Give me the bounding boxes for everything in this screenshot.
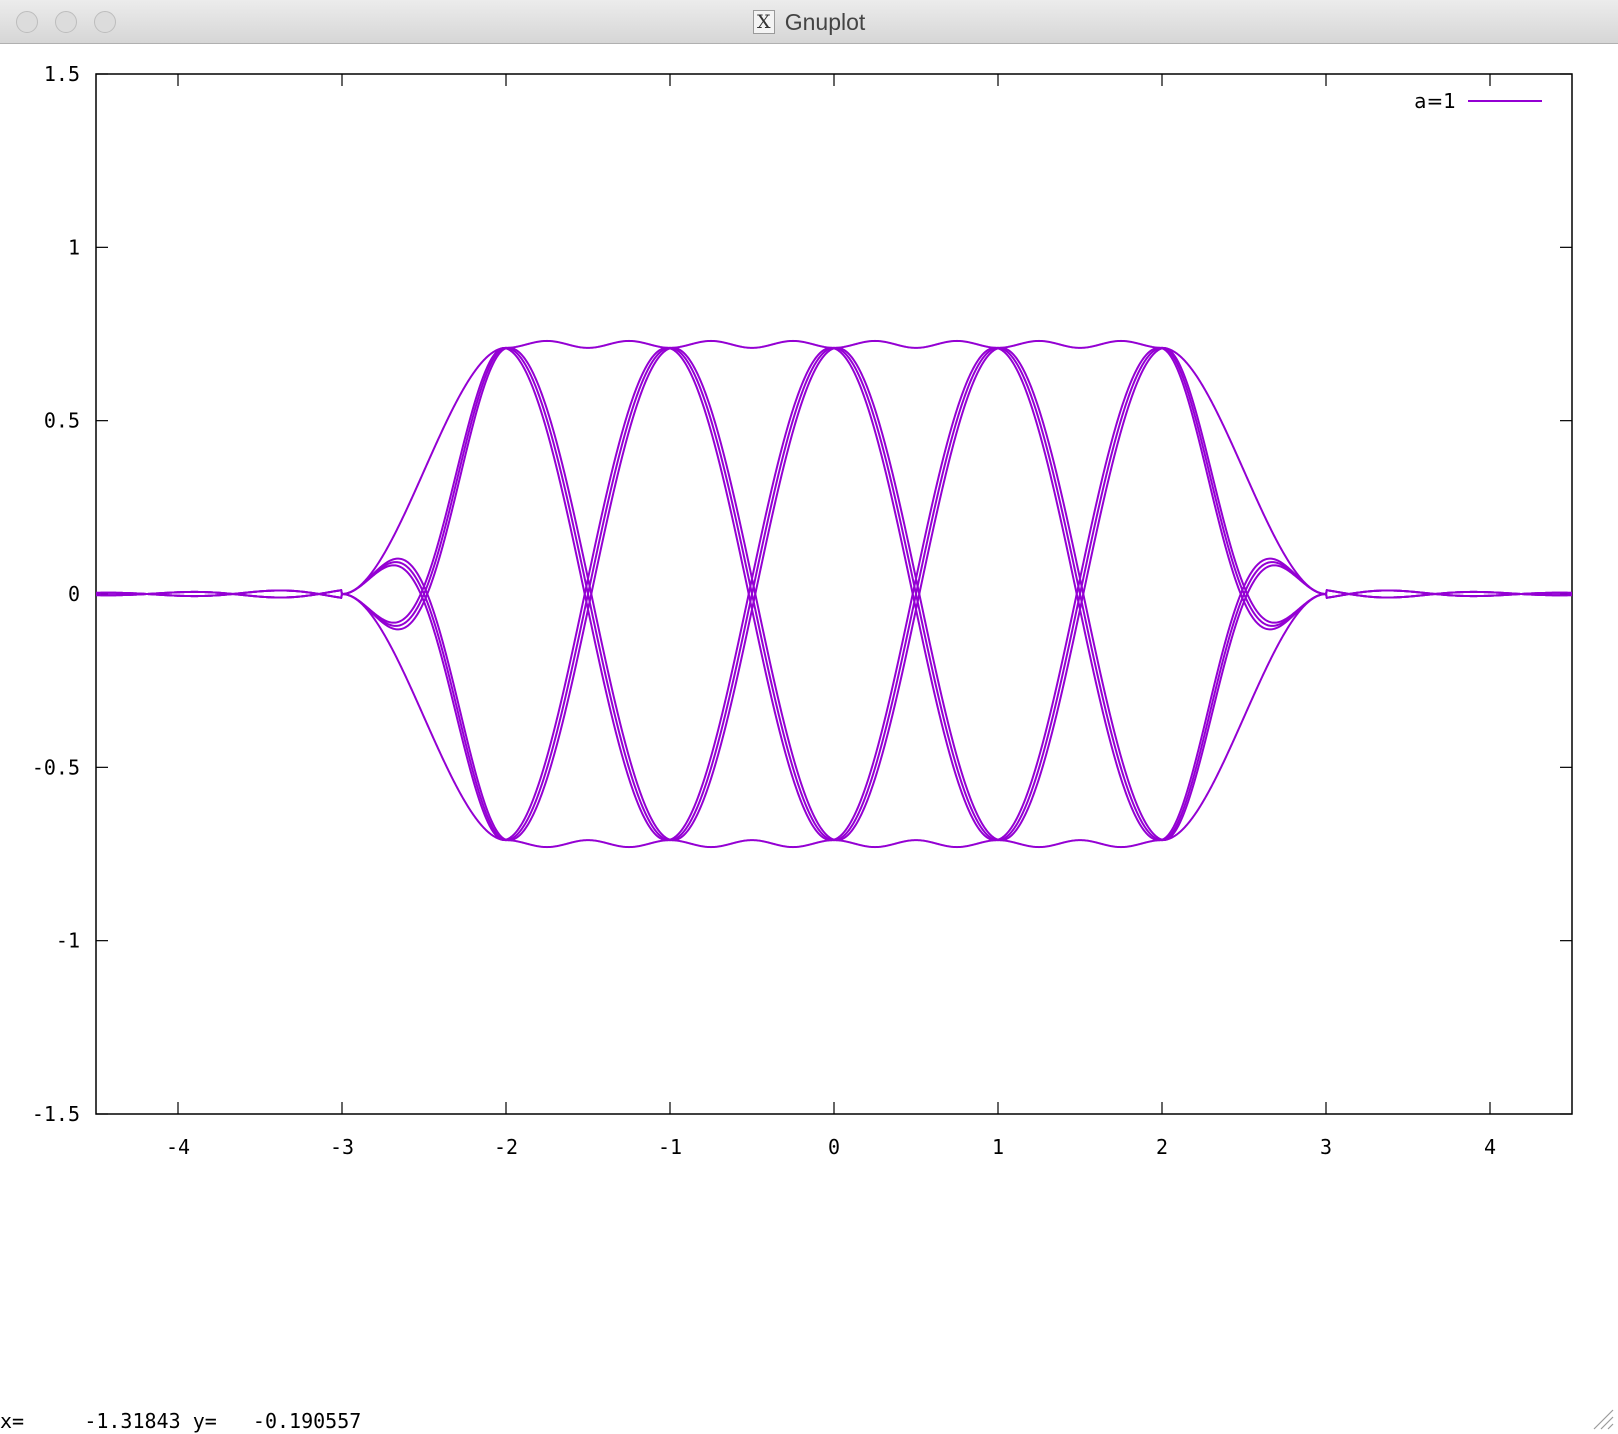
- y-readout-value: -0.190557: [252, 1409, 362, 1433]
- coordinate-readout: x= -1.31843 y= -0.190557: [0, 1408, 1618, 1434]
- series-line-a-1-7: [341, 593, 1327, 842]
- y-tick-label: 0: [68, 582, 80, 606]
- y-tick-label: -1: [56, 929, 80, 953]
- series-line-a-1-9: [505, 839, 1163, 849]
- y-readout-label: y=: [192, 1409, 217, 1433]
- series-line-a-1-6: [341, 346, 1327, 595]
- resize-handle-icon[interactable]: [1592, 1408, 1614, 1430]
- plot-canvas[interactable]: -4 -3 -2 -1 0 1 2 3 4 -1.5 -1 -0.5 0 0.5 1 1.5 a=1: [0, 44, 1618, 1408]
- close-button[interactable]: [16, 11, 38, 33]
- x-tick-label: -3: [330, 1135, 354, 1159]
- x11-icon: X: [752, 10, 775, 34]
- x-tick-label: 3: [1320, 1135, 1332, 1159]
- y-tick-label: -0.5: [32, 755, 80, 779]
- x-tick-label: 0: [828, 1135, 840, 1159]
- x-readout-label: x=: [0, 1409, 25, 1433]
- window-title: Gnuplot: [784, 8, 866, 35]
- y-tick-label: 0.5: [44, 409, 80, 433]
- x-tick-label: -2: [494, 1135, 518, 1159]
- title-bar: X Gnuplot: [0, 0, 1618, 44]
- x-tick-label: 2: [1156, 1135, 1168, 1159]
- y-tick-label: -1.5: [32, 1102, 80, 1126]
- x-tick-label: 4: [1484, 1135, 1496, 1159]
- x-tick-label: -1: [658, 1135, 682, 1159]
- y-tick-label: 1: [68, 235, 80, 259]
- minimize-button[interactable]: [55, 11, 77, 33]
- series-line-a-1-8: [505, 339, 1163, 349]
- x-tick-label: 1: [992, 1135, 1004, 1159]
- zoom-button[interactable]: [94, 11, 116, 33]
- x-readout-value: -1.31843: [84, 1409, 181, 1433]
- x-tick-label: -4: [166, 1135, 190, 1159]
- series-line-a-1-5: [95, 346, 1573, 842]
- y-tick-label: 1.5: [44, 62, 80, 86]
- legend-label: a=1: [1414, 89, 1456, 113]
- window-title-wrap: X Gnuplot: [0, 0, 1618, 44]
